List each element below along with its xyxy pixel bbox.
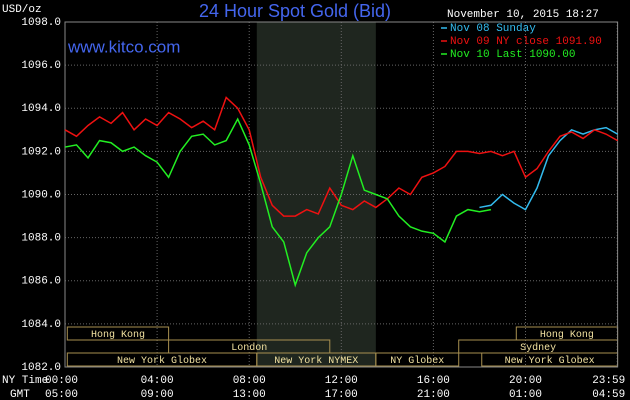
series-line	[64, 96, 618, 217]
plot-frame	[64, 21, 619, 368]
x-tick-label: 04:00	[141, 375, 174, 387]
y-tick-label: 1090.0	[21, 189, 61, 201]
x-tick-label: 12:00	[325, 375, 358, 387]
legend-label: Nov 09 NY close 1091.90	[450, 36, 602, 48]
y-tick-label: 1098.0	[21, 17, 61, 29]
x-tick-label: 16:00	[417, 375, 450, 387]
x-tick-label: 00:00	[45, 375, 78, 387]
session-label: Hong Kong	[91, 330, 145, 341]
session-box	[66, 326, 170, 341]
gmt-tick-label: 04:59	[592, 389, 625, 400]
chart-title: 24 Hour Spot Gold (Bid)	[199, 1, 391, 21]
y-tick-label: 1084.0	[21, 319, 61, 331]
y-tick-label: 1082.0	[21, 362, 61, 374]
gmt-tick-label: 01:00	[509, 389, 542, 400]
gmt-tick-label: 13:00	[233, 389, 266, 400]
legend-label: Nov 10 Last 1090.00	[450, 49, 575, 61]
chart-subtitle: www.kitco.com	[67, 37, 180, 56]
x-tick-label: 08:00	[233, 375, 266, 387]
x-tick-label: 20:00	[509, 375, 542, 387]
gmt-tick-label: 21:00	[417, 389, 450, 400]
gmt-tick-label: 17:00	[325, 389, 358, 400]
session-label: Sydney	[520, 342, 556, 354]
shaded-range	[256, 22, 376, 367]
session-label: New York Globex	[117, 355, 207, 367]
timestamp: November 10, 2015 18:27	[447, 9, 599, 21]
series-line	[64, 117, 492, 288]
y-tick-label: 1086.0	[21, 276, 61, 288]
x-row-label: GMT	[10, 389, 30, 400]
y-axis-label: USD/oz	[2, 4, 42, 16]
y-tick-label: 1094.0	[21, 103, 61, 115]
session-label: Hong Kong	[540, 330, 594, 341]
session-label: New York Globex	[505, 355, 595, 367]
gmt-tick-label: 05:00	[45, 389, 78, 400]
gmt-tick-label: 09:00	[141, 389, 174, 400]
x-tick-label: 23:59	[592, 375, 625, 387]
series-line	[479, 126, 618, 211]
session-box	[375, 352, 460, 367]
legend-label: Nov 08 Sunday	[450, 23, 536, 35]
x-row-label: NY Time	[2, 375, 48, 387]
y-tick-label: 1088.0	[21, 233, 61, 245]
session-label: London	[231, 342, 267, 354]
session-label: New York NYMEX	[274, 355, 358, 367]
y-tick-label: 1092.0	[21, 146, 61, 158]
session-label: NY Globex	[390, 355, 444, 367]
y-tick-label: 1096.0	[21, 60, 61, 72]
